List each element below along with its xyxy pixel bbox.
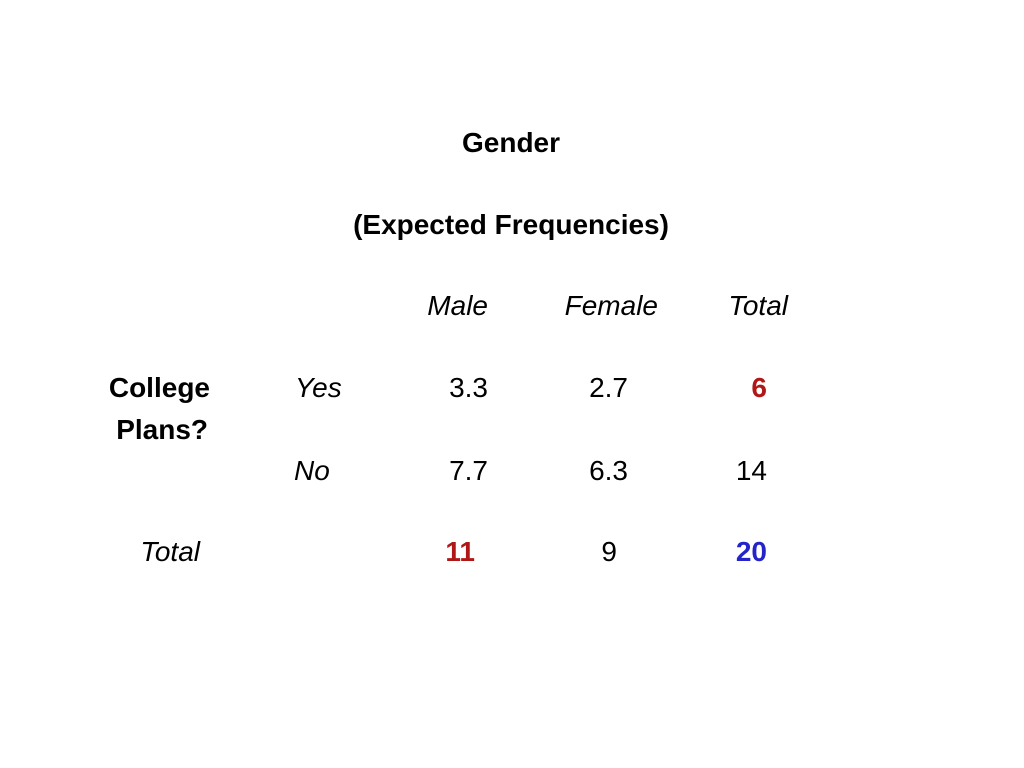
cell-total-female: 9 (601, 536, 617, 567)
row-label-no: No (294, 455, 330, 486)
cell-total-male: 11 (445, 536, 475, 567)
row-group-label-line2: Plans? (116, 414, 208, 445)
row-label-yes: Yes (295, 372, 342, 403)
cell-yes-female: 2.7 (589, 372, 628, 403)
column-header-female: Female (564, 290, 658, 321)
cell-yes-male: 3.3 (449, 372, 488, 403)
cell-yes-total: 6 (751, 372, 767, 403)
row-label-total: Total (140, 536, 200, 567)
row-group-label-line1: College (108, 372, 210, 403)
column-header-total: Total (728, 290, 788, 321)
cell-grand-total: 20 (735, 536, 767, 567)
slide-title: Gender (461, 127, 561, 158)
cell-no-male: 7.7 (449, 455, 488, 486)
cell-no-female: 6.3 (589, 455, 628, 486)
slide-subtitle: (Expected Frequencies) (353, 209, 669, 240)
column-header-male: Male (427, 290, 488, 321)
cell-no-total: 14 (735, 455, 767, 486)
